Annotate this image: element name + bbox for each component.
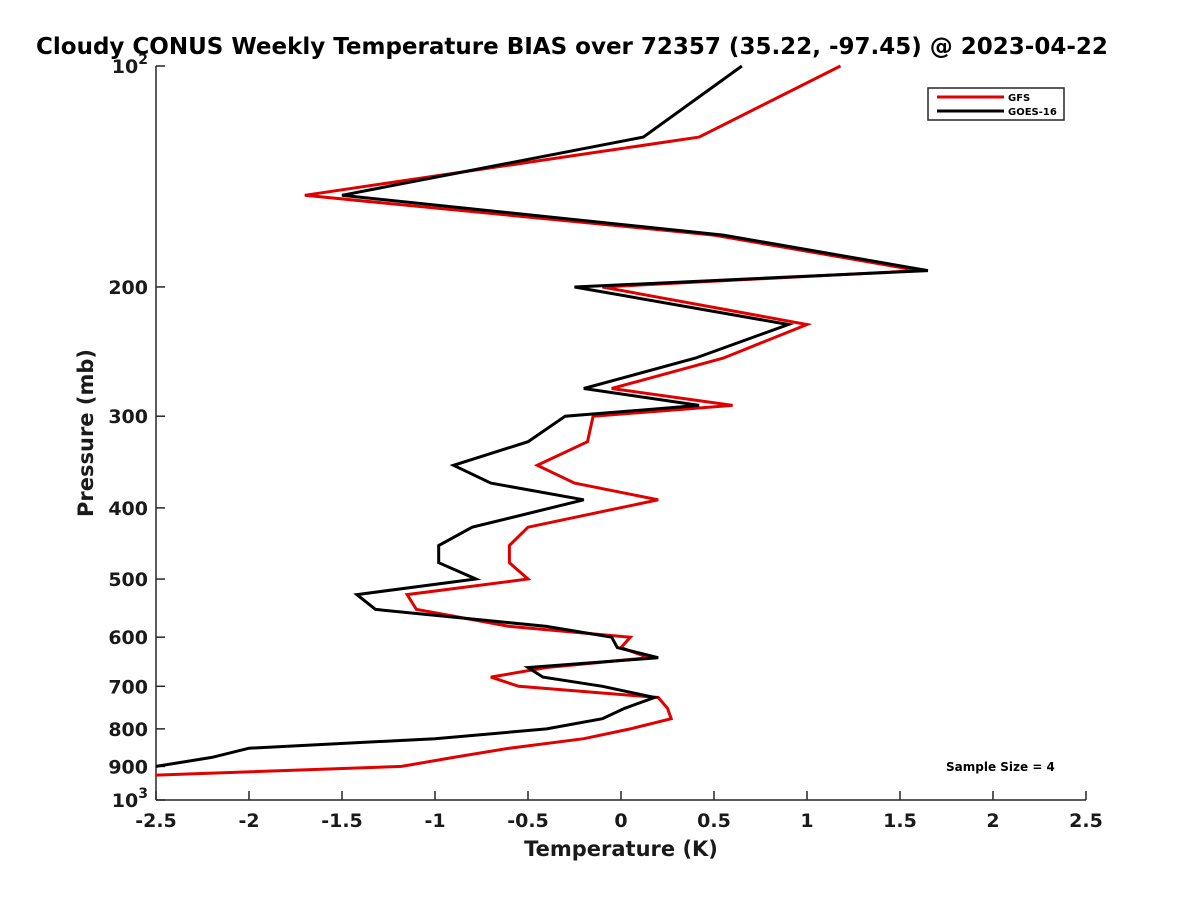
y-tick-label: 300 (108, 406, 148, 428)
y-tick-label-base: 500 (108, 569, 148, 591)
x-tick-label: -1 (424, 810, 445, 832)
y-tick-label-base: 300 (108, 406, 148, 428)
legend-label-goes-16: GOES-16 (1008, 107, 1057, 118)
y-tick-label-base: 10 (112, 56, 138, 78)
chart-title: Cloudy CONUS Weekly Temperature BIAS ove… (36, 34, 1108, 60)
y-tick-label-base: 10 (112, 790, 138, 812)
y-tick-label: 103 (112, 786, 148, 812)
x-tick-label: -2 (238, 810, 259, 832)
y-tick-label-exponent: 2 (138, 52, 148, 68)
y-tick-label-base: 800 (108, 719, 148, 741)
series-layer (155, 64, 929, 777)
y-tick-label: 400 (108, 498, 148, 520)
y-tick-label-base: 600 (108, 627, 148, 649)
series-line-goes-16 (155, 64, 929, 768)
y-tick-label-base: 700 (108, 676, 148, 698)
x-axis-label: Temperature (K) (524, 837, 718, 861)
x-tick-label: 1.5 (883, 810, 917, 832)
y-tick-label: 200 (108, 277, 148, 299)
legend-box (927, 87, 1065, 121)
legend-label-gfs: GFS (1008, 93, 1030, 104)
legend: GFS GOES-16 (927, 87, 1065, 121)
y-tick-label-base: 900 (108, 756, 148, 778)
y-tick-label: 500 (108, 569, 148, 591)
y-tick-label: 600 (108, 627, 148, 649)
x-tick-label: -0.5 (507, 810, 549, 832)
y-tick-label-base: 200 (108, 277, 148, 299)
y-tick-label: 900 (108, 756, 148, 778)
x-tick-label: 0.5 (697, 810, 731, 832)
y-tick-label-base: 400 (108, 498, 148, 520)
y-tick-label: 102 (112, 52, 148, 78)
series-line-gfs (155, 64, 919, 777)
y-tick-label: 700 (108, 676, 148, 698)
y-tick-label-exponent: 3 (138, 786, 148, 802)
x-tick-label: -1.5 (321, 810, 363, 832)
sample-size-annotation: Sample Size = 4 (946, 760, 1055, 774)
y-axis-label: Pressure (mb) (74, 349, 98, 517)
x-tick-label: 0 (614, 810, 627, 832)
x-tick-label: -2.5 (135, 810, 177, 832)
x-ticks: -2.5 -2 -1.5 -1 -0.5 0 0.5 1 1.5 2 2.5 (135, 791, 1103, 832)
x-tick-label: 2.5 (1069, 810, 1103, 832)
x-tick-label: 2 (986, 810, 999, 832)
x-tick-label: 1 (800, 810, 813, 832)
y-tick-label: 800 (108, 719, 148, 741)
